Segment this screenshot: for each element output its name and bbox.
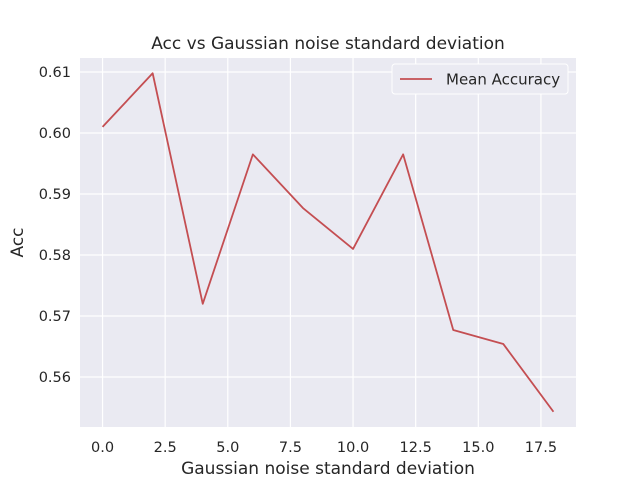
y-tick-label: 0.56 xyxy=(39,370,71,386)
legend-box xyxy=(391,63,569,95)
y-tick-label: 0.61 xyxy=(39,65,71,81)
ticks: 0.0 2.5 5.0 7.5 10.0 12.5 15.0 17.5 0.56 0.57 0.58… xyxy=(39,65,557,456)
y-tick-label: 0.59 xyxy=(39,187,71,203)
series-line xyxy=(101,72,555,413)
legend: Mean Accuracy xyxy=(391,63,569,95)
x-tick-label: 2.5 xyxy=(154,440,177,456)
y-tick-label: 0.58 xyxy=(39,248,71,264)
x-tick-label: 17.5 xyxy=(525,440,557,456)
x-tick-label: 15.0 xyxy=(462,440,494,456)
x-tick-label: 0.0 xyxy=(91,440,114,456)
legend-label: Mean Accuracy xyxy=(446,71,560,89)
plot-area xyxy=(80,58,576,427)
y-tick-label: 0.60 xyxy=(39,126,71,142)
x-tick-label: 7.5 xyxy=(279,440,302,456)
x-tick-label: 5.0 xyxy=(216,440,239,456)
chart-title: Acc vs Gaussian noise standard deviation xyxy=(151,34,505,54)
x-tick-label: 12.5 xyxy=(400,440,432,456)
x-tick-label: 10.0 xyxy=(337,440,369,456)
y-tick-label: 0.57 xyxy=(39,309,71,325)
series-layer xyxy=(101,72,555,413)
x-axis-label: Gaussian noise standard deviation xyxy=(181,459,475,479)
y-axis-label: Acc xyxy=(8,227,28,257)
